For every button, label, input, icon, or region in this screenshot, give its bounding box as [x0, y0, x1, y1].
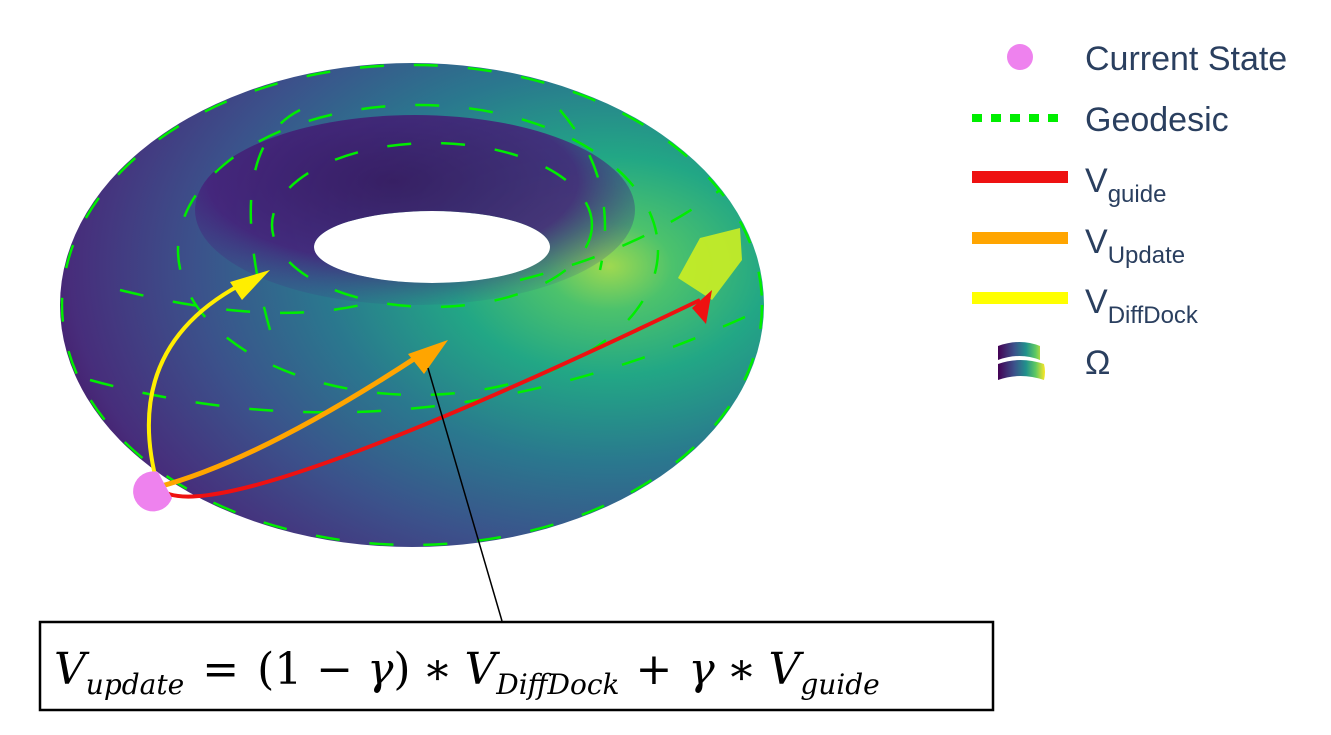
torus-inner-shade: [195, 115, 635, 305]
geodesic-lines: [60, 63, 764, 547]
legend-v-guide-swatch: [972, 171, 1068, 183]
v-guide-curve: [156, 298, 701, 499]
equation-pointer-line: [427, 367, 503, 622]
diffdock-patch: [678, 228, 742, 300]
legend: Current State Geodesic Vguide VUpdate VD…: [972, 40, 1287, 382]
v-diffdock-arrowhead: [230, 270, 270, 300]
legend-current-state-label: Current State: [1085, 40, 1287, 78]
v-diffdock-curve: [146, 283, 241, 488]
geodesic-inner-ring: [270, 141, 594, 309]
v-guide-arrowhead: [692, 290, 712, 324]
geodesic-middle-ring: [176, 103, 660, 397]
legend-geodesic-label: Geodesic: [1085, 101, 1229, 139]
geodesic-right-arc: [519, 188, 721, 282]
legend-v-diffdock-swatch: [972, 292, 1068, 304]
legend-item-omega: Ω: [998, 342, 1110, 382]
legend-item-current-state: Current State: [1007, 40, 1287, 78]
v-update-curve: [157, 352, 422, 490]
legend-omega-swatch: [998, 342, 1045, 380]
geodesic-meridian-2: [559, 109, 607, 271]
equation-box: Vupdate = (1− γ) ∗ VDiffDock + γ ∗ Vguide: [38, 620, 995, 712]
equation-border: [38, 620, 995, 712]
legend-item-geodesic: Geodesic: [972, 101, 1229, 139]
legend-omega-label: Ω: [1085, 344, 1110, 382]
v-update-arrowhead: [408, 340, 448, 374]
equation-formula: Vupdate = (1− γ) ∗ VDiffDock + γ ∗ Vguide: [54, 644, 880, 701]
current-state-marker: [133, 471, 172, 512]
torus-surface: [60, 63, 764, 547]
legend-current-state-swatch: [1007, 44, 1033, 70]
legend-v-update-label: VUpdate: [1085, 223, 1185, 269]
legend-v-diffdock-label: VDiffDock: [1085, 283, 1199, 329]
legend-item-v-diffdock: VDiffDock: [972, 283, 1199, 329]
legend-v-guide-label: Vguide: [1085, 162, 1166, 208]
geodesic-outer-ring: [60, 63, 764, 547]
vector-arrows: [146, 270, 712, 499]
geodesic-front-ring: [89, 308, 761, 414]
legend-item-v-guide: Vguide: [972, 162, 1166, 208]
legend-item-v-update: VUpdate: [972, 223, 1185, 269]
geodesic-left-arc: [119, 288, 381, 315]
geodesic-meridian-1: [249, 108, 301, 331]
legend-v-update-swatch: [972, 232, 1068, 244]
